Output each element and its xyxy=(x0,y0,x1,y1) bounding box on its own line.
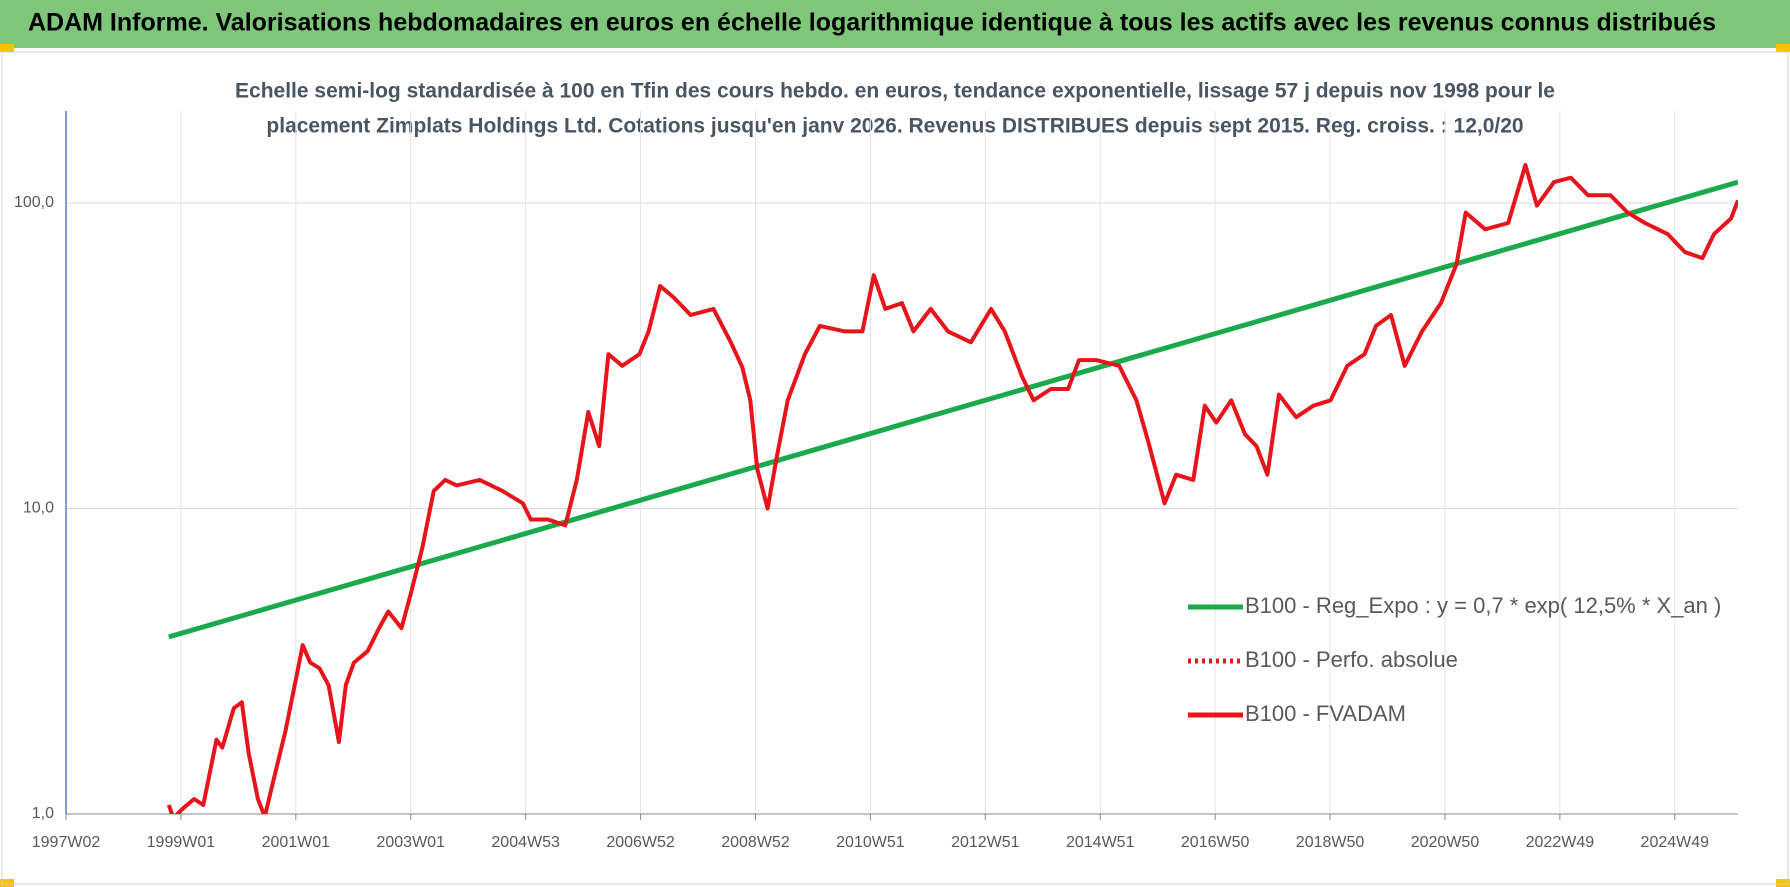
chart-title: ADAM Informe. Valorisations hebdomadaire… xyxy=(28,9,1716,37)
x-tick-label: 2003W01 xyxy=(376,834,445,851)
series-line xyxy=(168,179,1738,640)
x-tick-label: 2022W49 xyxy=(1526,834,1595,851)
chart-subtitle: placement Zimplats Holdings Ltd. Cotatio… xyxy=(266,115,1523,138)
x-tick-label: 2018W50 xyxy=(1296,834,1365,851)
legend-label: B100 - Reg_Expo : y = 0,7 * exp( 12,5% *… xyxy=(1245,593,1721,618)
x-tick-label: 1999W01 xyxy=(147,834,216,851)
x-tick-label: 2020W50 xyxy=(1411,834,1480,851)
x-tick-label: 2016W50 xyxy=(1181,834,1250,851)
series-line xyxy=(166,163,1738,814)
corner xyxy=(0,44,14,52)
x-tick-label: 2006W52 xyxy=(606,834,675,851)
corner xyxy=(1776,879,1790,887)
x-tick-label: 1997W02 xyxy=(32,834,101,851)
y-tick-label: 1,0 xyxy=(32,805,54,822)
frame xyxy=(1,51,1789,885)
legend-label: B100 - FVADAM xyxy=(1245,701,1406,726)
corner xyxy=(1776,44,1790,52)
x-tick-label: 2024W49 xyxy=(1641,834,1710,851)
chart-subtitle: Echelle semi-log standardisée à 100 en T… xyxy=(235,80,1555,103)
corner xyxy=(0,879,14,887)
y-tick-label: 100,0 xyxy=(14,194,54,211)
legend-label: B100 - Perfo. absolue xyxy=(1245,647,1458,672)
x-tick-label: 2014W51 xyxy=(1066,834,1135,851)
x-tick-label: 2010W51 xyxy=(836,834,905,851)
y-tick-label: 10,0 xyxy=(23,500,54,517)
x-tick-label: 2008W52 xyxy=(721,834,790,851)
x-tick-label: 2012W51 xyxy=(951,834,1020,851)
plot-area xyxy=(166,163,1738,814)
header-bar xyxy=(0,0,1790,48)
x-tick-label: 2001W01 xyxy=(262,834,331,851)
x-tick-label: 2004W53 xyxy=(491,834,560,851)
